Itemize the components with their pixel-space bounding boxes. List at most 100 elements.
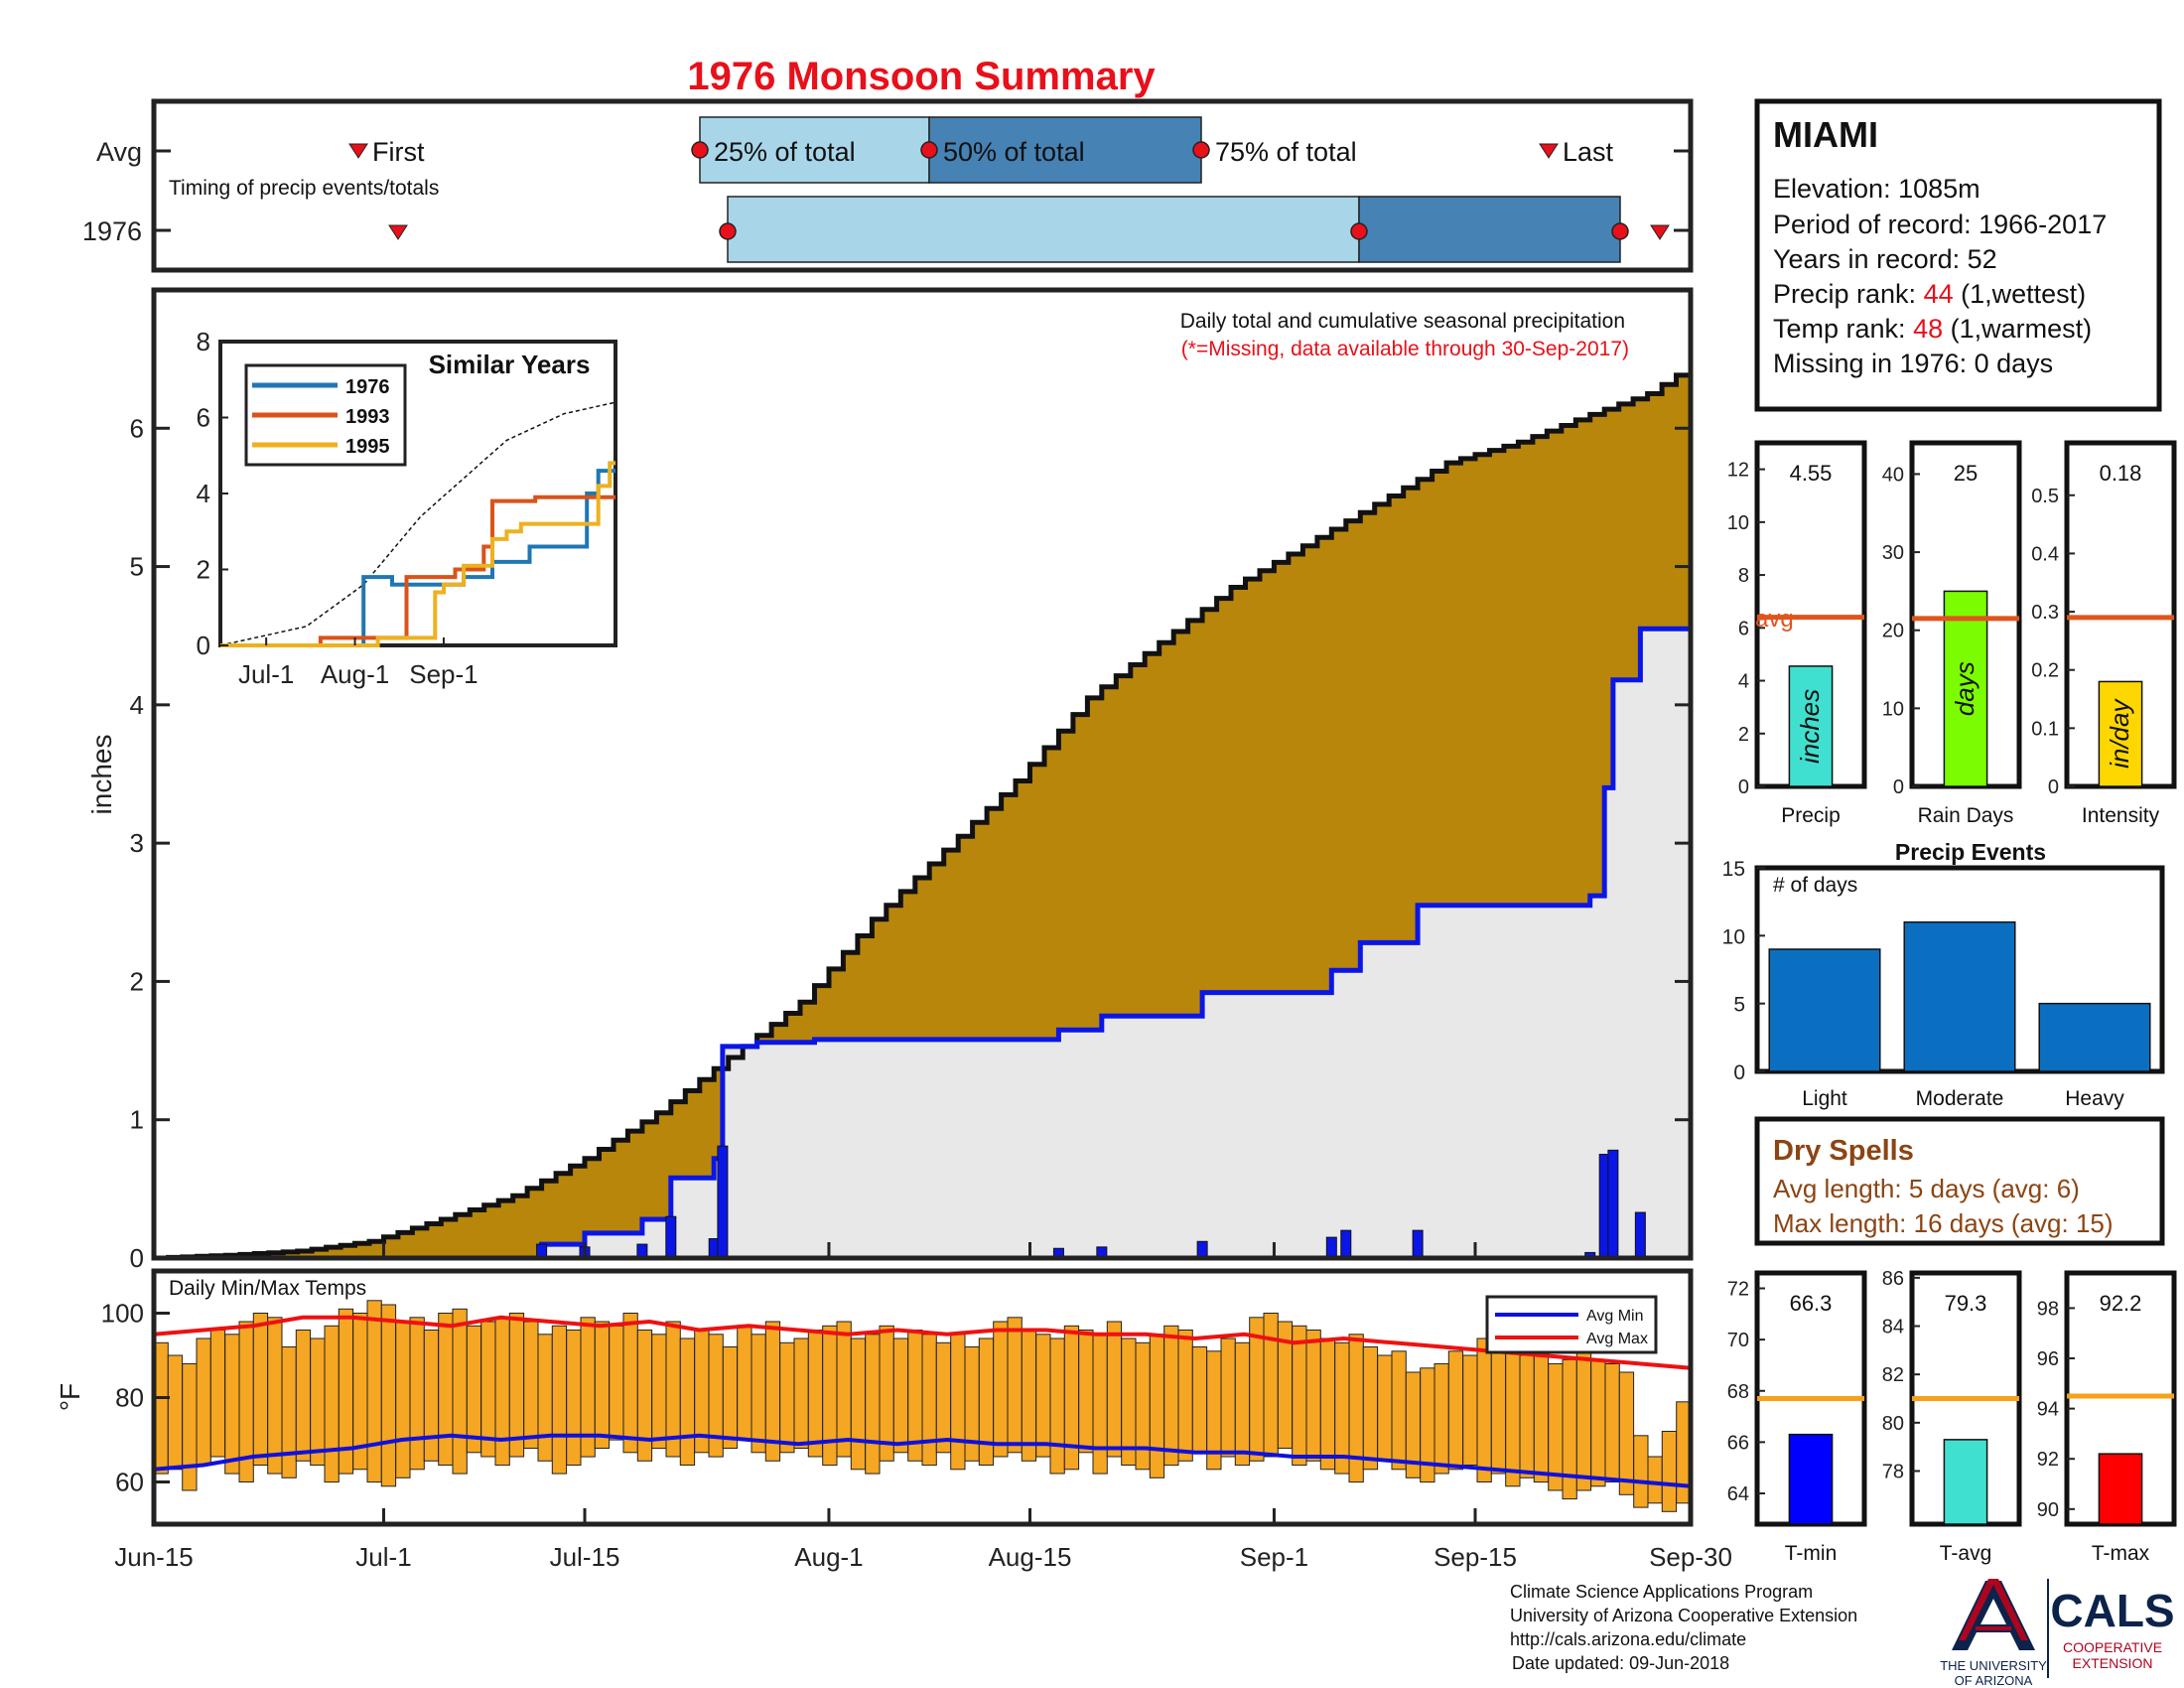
daily-temp-bar	[1106, 1321, 1123, 1458]
university-of-arizona-logo: THE UNIVERSITY OF ARIZONA	[1940, 1579, 2047, 1688]
summary-value-label: 0.18	[2100, 461, 2142, 486]
daily-precip-bar	[1607, 1149, 1619, 1259]
daily-temp-bar	[1234, 1341, 1251, 1467]
precip-event-category-label: Light	[1802, 1087, 1847, 1110]
daily-temp-bar	[380, 1304, 397, 1487]
cals-logo-sub2: EXTENSION	[2073, 1655, 2153, 1671]
timing-year-label: 1976	[82, 216, 142, 246]
cals-logo-sub1: COOPERATIVE	[2063, 1639, 2162, 1655]
inset-x-tick-label: Jul-1	[238, 659, 294, 689]
year-q25-marker	[719, 222, 737, 240]
precip-rank-value: 44	[1924, 279, 1954, 309]
summary-unit-label: inches	[1795, 689, 1825, 764]
summary-y-tick-label: 86	[1882, 1268, 1904, 1290]
main-y-tick-label: 3	[130, 828, 144, 858]
summary-y-tick-label: 12	[1727, 460, 1749, 482]
station-missing: Missing in 1976: 0 days	[1773, 349, 2053, 378]
summary-bar	[1788, 665, 1834, 787]
temperature-y-axis: 60 80 100	[101, 1299, 170, 1497]
summary-y-tick-label: 10	[1882, 698, 1904, 720]
temperature-summary-bars: 64 66 68 70 72 66.3 T-min 78 80 82 84 86 79.3 T-avg 90…	[1727, 1268, 2177, 1565]
precip-event-category-label: Moderate	[1916, 1087, 2004, 1110]
avg-first-marker	[348, 143, 368, 159]
summary-category-label: T-avg	[1940, 1542, 1992, 1565]
daily-temp-bar	[594, 1321, 611, 1449]
summary-bar	[2098, 1453, 2143, 1525]
temp-y-tick-label: 80	[115, 1383, 144, 1413]
daily-temp-bar	[1519, 1354, 1535, 1478]
similar-years-line-1995	[220, 461, 615, 647]
daily-temp-bar	[196, 1337, 211, 1466]
daily-precip-bar	[1325, 1236, 1337, 1259]
summary-unit-label: in/day	[2105, 698, 2134, 769]
main-chart-note: Daily total and cumulative seasonal prec…	[1180, 310, 1625, 333]
daily-temp-bar	[1177, 1330, 1193, 1462]
avg-last-marker	[1539, 143, 1559, 159]
daily-temp-bar	[1149, 1334, 1165, 1478]
year-last-marker	[1650, 224, 1670, 240]
daily-temp-bar	[1462, 1354, 1478, 1466]
daily-temp-bar	[950, 1334, 966, 1471]
summary-y-tick-label: 84	[1882, 1317, 1904, 1338]
avg-band-25-50	[699, 116, 930, 184]
main-y-tick-label: 6	[130, 413, 144, 443]
daily-precip-bar	[1412, 1229, 1424, 1259]
station-info-panel: MIAMI Elevation: 1085m Period of record:…	[1754, 98, 2162, 412]
main-y-tick-label: 2	[130, 966, 144, 996]
daily-precip-bar	[1196, 1240, 1208, 1259]
chart-title: 1976 Monsoon Summary	[687, 55, 1156, 98]
summary-bar	[2098, 680, 2143, 787]
similar-years-line-1993	[220, 494, 615, 647]
daily-temp-bar	[395, 1321, 411, 1478]
daily-temp-bar	[1647, 1456, 1663, 1504]
summary-y-tick-label: 98	[2037, 1298, 2059, 1320]
daily-temp-bar	[267, 1317, 283, 1475]
similar-years-title: Similar Years	[429, 350, 591, 379]
daily-temp-bar	[295, 1330, 312, 1462]
season-summary-bars: 0 2 4 6 8 10 12 4.55 Precip inches 0 10 20 30 40 25 Rain…	[1727, 440, 2177, 827]
avg-q75-label: 75% of total	[1215, 137, 1357, 167]
summary-category-label: Intensity	[2082, 804, 2160, 827]
avg-first-label: First	[372, 137, 425, 167]
summary-y-tick-label: 66	[1727, 1432, 1749, 1454]
temperature-chart: 60 80 100 °F Daily Min/Max Temps Avg Min A…	[55, 1268, 1694, 1527]
daily-temp-bar	[1490, 1346, 1507, 1475]
daily-temp-bar	[1163, 1325, 1179, 1467]
similar-years-legend: 1976 1993 1995	[244, 363, 407, 467]
footer-line4: Date updated: 09-Jun-2018	[1512, 1653, 1729, 1673]
year-q75-marker	[1611, 222, 1629, 240]
footer-credits: Climate Science Applications Program Uni…	[1510, 1582, 1857, 1673]
summary-y-tick-label: 10	[1727, 512, 1749, 534]
summary-bar	[1943, 1439, 1988, 1525]
daily-temp-bar	[1319, 1337, 1336, 1471]
summary-y-tick-label: 0.5	[2031, 486, 2059, 507]
daily-temp-bar	[751, 1334, 766, 1454]
year-band-50-75	[1358, 196, 1621, 263]
summary-value-label: 92.2	[2100, 1291, 2142, 1316]
daily-temp-bar	[1292, 1325, 1307, 1467]
daily-temp-bar	[609, 1325, 624, 1441]
daily-temp-bar	[1447, 1350, 1464, 1471]
inset-y-tick-label: 6	[197, 403, 210, 433]
summary-y-tick-label: 78	[1882, 1461, 1904, 1482]
shared-x-axis: Jun-15 Jul-1 Jul-15 Aug-1 Aug-15 Sep-1 Sep-15 S…	[114, 1242, 1732, 1572]
x-tick-label: Aug-1	[794, 1542, 863, 1572]
summary-bar	[1943, 590, 1988, 787]
summary-y-tick-label: 92	[2037, 1449, 2059, 1471]
legend-1993: 1993	[345, 406, 390, 428]
station-name: MIAMI	[1773, 114, 1878, 155]
x-tick-label: Jul-15	[550, 1542, 620, 1572]
summary-category-label: Rain Days	[1918, 804, 2014, 827]
daily-temp-bar	[892, 1337, 909, 1454]
temperature-plot-area	[153, 1300, 1692, 1512]
summary-y-tick-label: 96	[2037, 1348, 2059, 1370]
avg-last-label: Last	[1563, 137, 1614, 167]
daily-precip-bar	[1634, 1211, 1646, 1259]
daily-temp-bar	[807, 1330, 824, 1458]
summary-y-tick-label: 70	[1727, 1330, 1749, 1351]
x-tick-label: Aug-15	[989, 1542, 1072, 1572]
daily-temp-bar	[993, 1321, 1009, 1458]
events-y-tick-label: 15	[1722, 858, 1745, 881]
daily-temp-bar	[1092, 1334, 1108, 1475]
